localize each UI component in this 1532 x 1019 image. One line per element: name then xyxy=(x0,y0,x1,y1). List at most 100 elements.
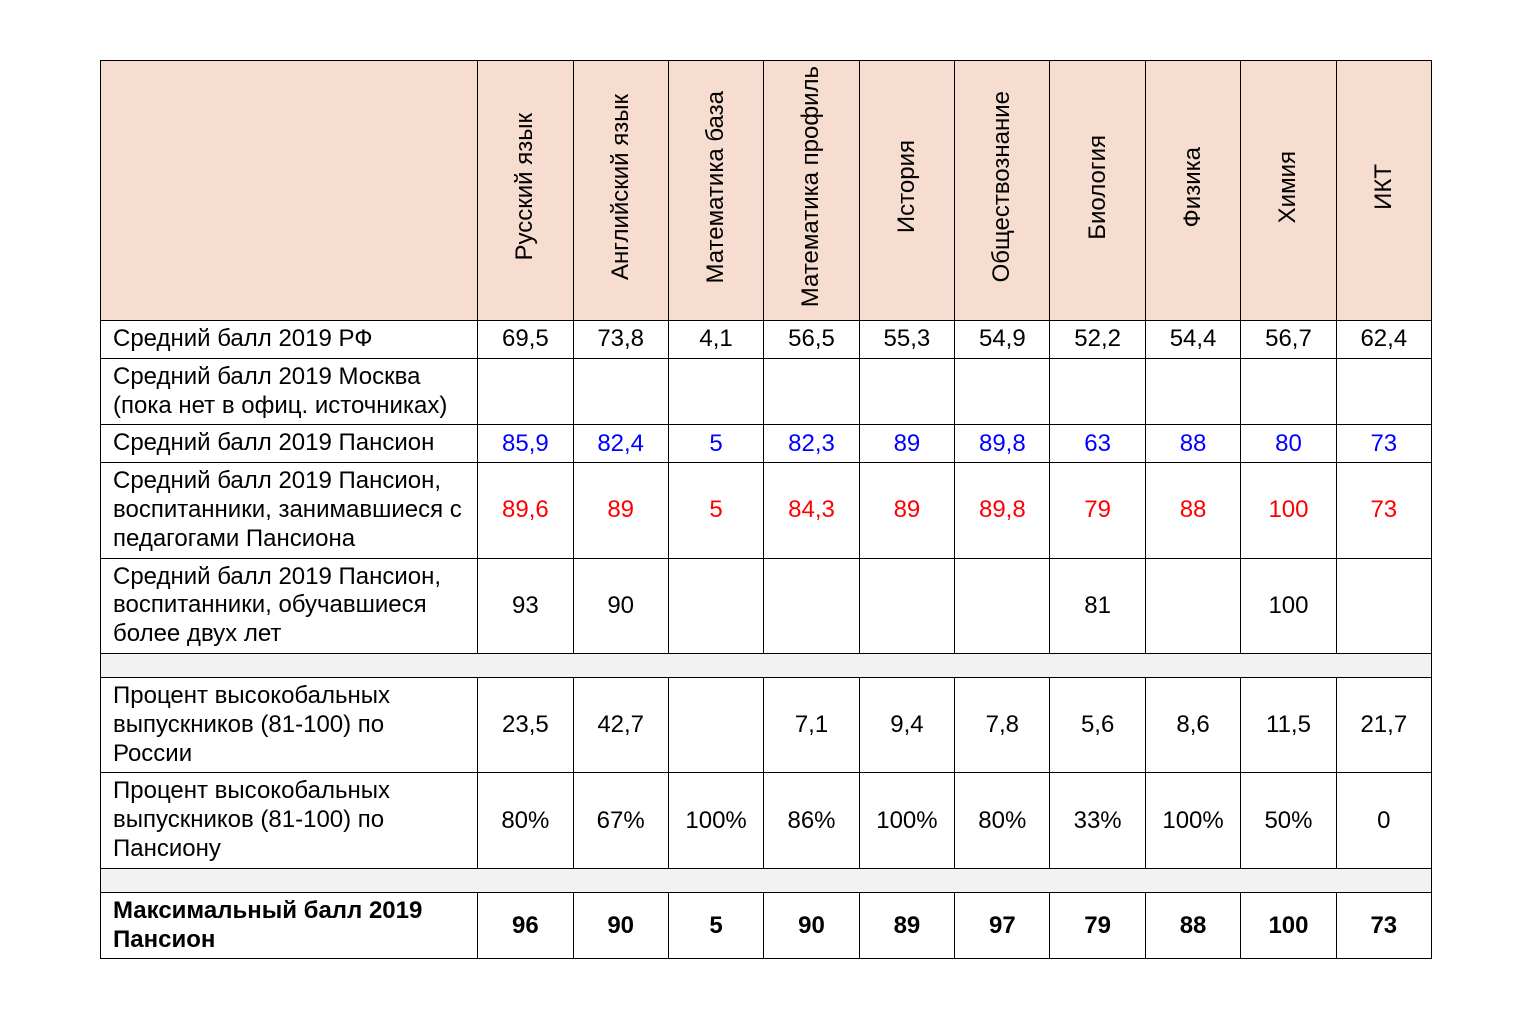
col-head-label: Биология xyxy=(1084,135,1112,240)
cell: 89 xyxy=(859,425,955,463)
cell: 73 xyxy=(1336,892,1431,959)
cell: 42,7 xyxy=(573,677,668,772)
row-label: Процент высокобальных выпускников (81-10… xyxy=(101,677,478,772)
cell: 5 xyxy=(668,463,764,558)
cell: 55,3 xyxy=(859,321,955,359)
row-label: Средний балл 2019 Пансион xyxy=(101,425,478,463)
cell: 21,7 xyxy=(1336,677,1431,772)
col-head-5: Обществознание xyxy=(955,61,1050,321)
table-row: Процент высокобальных выпускников (81-10… xyxy=(101,677,1432,772)
col-head-label: Английский язык xyxy=(607,94,635,280)
row-label: Средний балл 2019 Пансион, воспитанники,… xyxy=(101,558,478,653)
cell: 89,8 xyxy=(955,463,1050,558)
cell xyxy=(573,358,668,425)
cell: 73 xyxy=(1336,463,1431,558)
cell: 82,3 xyxy=(764,425,859,463)
cell: 8,6 xyxy=(1145,677,1241,772)
table-row: Средний балл 2019 Москва (пока нет в офи… xyxy=(101,358,1432,425)
cell: 79 xyxy=(1050,463,1145,558)
col-head-label: ИКТ xyxy=(1370,164,1398,210)
cell: 80% xyxy=(955,773,1050,868)
col-head-label: Математика профиль xyxy=(798,66,824,307)
cell xyxy=(1336,358,1431,425)
cell xyxy=(1050,358,1145,425)
cell: 50% xyxy=(1241,773,1336,868)
cell: 4,1 xyxy=(668,321,764,359)
cell: 89 xyxy=(859,463,955,558)
cell: 100 xyxy=(1241,892,1336,959)
col-head-label: Химия xyxy=(1274,151,1302,223)
cell: 85,9 xyxy=(478,425,573,463)
row-label: Максимальный балл 2019 Пансион xyxy=(101,892,478,959)
col-head-1: Английский язык xyxy=(573,61,668,321)
cell: 79 xyxy=(1050,892,1145,959)
cell: 81 xyxy=(1050,558,1145,653)
cell xyxy=(1241,358,1336,425)
cell: 88 xyxy=(1145,425,1241,463)
col-head-0: Русский язык xyxy=(478,61,573,321)
cell xyxy=(859,558,955,653)
cell: 93 xyxy=(478,558,573,653)
col-head-8: Химия xyxy=(1241,61,1336,321)
cell: 82,4 xyxy=(573,425,668,463)
cell: 89,8 xyxy=(955,425,1050,463)
cell xyxy=(668,358,764,425)
col-head-label: История xyxy=(893,140,921,233)
scores-table: Русский язык Английский язык Математика ба… xyxy=(100,60,1432,959)
cell: 7,1 xyxy=(764,677,859,772)
table-body: Средний балл 2019 РФ69,573,84,156,555,35… xyxy=(101,321,1432,959)
cell: 56,5 xyxy=(764,321,859,359)
cell xyxy=(478,358,573,425)
cell: 7,8 xyxy=(955,677,1050,772)
cell: 56,7 xyxy=(1241,321,1336,359)
table-row: Средний балл 2019 Пансион85,982,4582,389… xyxy=(101,425,1432,463)
cell xyxy=(859,358,955,425)
cell: 88 xyxy=(1145,463,1241,558)
cell: 0 xyxy=(1336,773,1431,868)
cell: 54,9 xyxy=(955,321,1050,359)
cell: 69,5 xyxy=(478,321,573,359)
col-head-label: Русский язык xyxy=(511,113,539,260)
cell: 67% xyxy=(573,773,668,868)
cell: 86% xyxy=(764,773,859,868)
cell: 100% xyxy=(859,773,955,868)
cell: 89 xyxy=(573,463,668,558)
cell: 97 xyxy=(955,892,1050,959)
cell: 89 xyxy=(859,892,955,959)
col-head-6: Биология xyxy=(1050,61,1145,321)
cell: 89,6 xyxy=(478,463,573,558)
cell: 62,4 xyxy=(1336,321,1431,359)
cell: 5 xyxy=(668,892,764,959)
cell xyxy=(668,558,764,653)
col-head-label: Физика xyxy=(1179,147,1207,227)
spacer-row xyxy=(101,653,1432,677)
cell: 80% xyxy=(478,773,573,868)
cell: 90 xyxy=(573,558,668,653)
cell xyxy=(955,558,1050,653)
cell: 5,6 xyxy=(1050,677,1145,772)
cell xyxy=(1145,358,1241,425)
cell xyxy=(764,358,859,425)
table-row: Средний балл 2019 Пансион, воспитанники,… xyxy=(101,558,1432,653)
cell: 80 xyxy=(1241,425,1336,463)
cell: 5 xyxy=(668,425,764,463)
col-head-label: Математика база xyxy=(702,91,730,284)
cell: 9,4 xyxy=(859,677,955,772)
cell xyxy=(764,558,859,653)
table-row: Максимальный балл 2019 Пансион9690590899… xyxy=(101,892,1432,959)
col-head-label: Обществознание xyxy=(988,91,1016,282)
cell xyxy=(1145,558,1241,653)
cell: 90 xyxy=(764,892,859,959)
cell: 90 xyxy=(573,892,668,959)
spacer-row xyxy=(101,868,1432,892)
cell: 88 xyxy=(1145,892,1241,959)
row-label: Средний балл 2019 РФ xyxy=(101,321,478,359)
row-label: Процент высокобальных выпускников (81-10… xyxy=(101,773,478,868)
cell: 96 xyxy=(478,892,573,959)
cell: 100% xyxy=(1145,773,1241,868)
cell: 73,8 xyxy=(573,321,668,359)
cell xyxy=(955,358,1050,425)
row-label: Средний балл 2019 Пансион, воспитанники,… xyxy=(101,463,478,558)
col-head-9: ИКТ xyxy=(1336,61,1431,321)
cell: 54,4 xyxy=(1145,321,1241,359)
